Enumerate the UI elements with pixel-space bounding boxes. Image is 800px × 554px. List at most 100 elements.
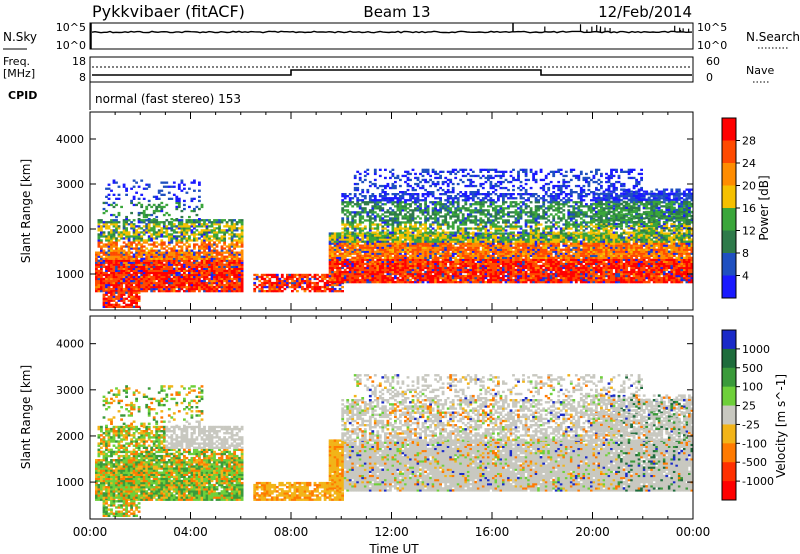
data-cell [577,276,581,280]
data-cell [193,283,196,287]
data-cell [198,255,201,258]
data-cell [107,275,111,279]
data-cell [439,276,442,280]
data-cell [127,265,131,268]
data-cell [208,255,211,258]
data-cell [95,271,98,275]
data-cell [225,281,229,285]
data-cell [260,290,264,293]
data-cell [110,223,113,226]
data-cell [512,266,515,270]
data-cell [381,240,385,243]
data-cell [147,237,151,240]
data-cell [172,219,176,222]
data-cell [497,250,500,253]
data-cell [391,270,395,274]
data-cell [137,279,141,283]
data-cell [280,283,284,287]
data-cell [597,262,601,266]
data-cell [456,268,460,272]
data-cell [547,256,551,259]
data-cell [341,264,344,268]
data-cell [115,301,118,304]
data-cell [326,283,329,287]
data-cell [210,261,214,264]
data-cell [97,229,101,232]
data-cell [426,260,430,263]
data-cell [188,259,191,262]
data-cell [112,251,116,254]
data-cell [537,266,540,270]
data-cell [366,270,370,274]
data-cell [228,245,231,248]
data-cell [97,261,101,264]
data-cell [185,269,189,272]
data-cell [562,278,566,282]
data-cell [177,231,181,234]
data-cell [100,227,103,230]
data-cell [122,227,126,230]
data-cell [228,233,231,236]
data-cell [235,261,239,264]
data-cell [569,272,573,276]
data-cell [464,258,468,261]
data-cell [600,274,603,278]
data-cell [331,281,334,284]
data-cell [112,275,116,279]
data-cell [208,219,211,222]
data-cell [409,248,412,251]
data-cell [409,242,412,245]
data-cell [544,258,548,261]
data-cell [205,275,209,279]
data-cell [424,258,427,261]
data-cell [579,278,583,282]
data-cell [223,231,226,234]
data-cell [160,227,164,230]
data-cell [474,266,478,270]
data-cell [270,281,274,285]
data-cell [190,233,194,236]
data-cell [414,270,417,274]
data-cell [150,257,154,260]
data-cell [172,185,176,188]
data-cell [592,248,596,251]
data-cell [215,249,219,252]
data-cell [145,263,149,266]
data-cell [389,270,392,274]
data-cell [198,221,201,224]
data-cell [105,297,108,300]
data-cell [228,263,231,266]
data-cell [351,242,355,245]
data-cell [218,263,221,266]
data-cell [165,263,169,266]
data-cell [497,262,500,266]
data-cell [595,256,598,259]
data-cell [105,255,108,258]
data-cell [97,273,101,277]
data-cell [95,279,98,283]
data-cell [127,269,131,272]
data-cell [125,297,128,300]
data-cell [481,238,485,241]
data-cell [120,271,123,275]
data-cell [233,251,236,254]
data-cell [386,256,390,259]
data-cell [137,285,141,289]
data-cell [610,256,613,259]
data-cell [190,199,194,203]
data-cell [167,213,171,217]
data-cell [228,261,231,264]
data-cell [466,272,470,276]
data-cell [188,281,191,285]
data-cell [137,227,141,230]
data-cell [188,257,191,260]
data-cell [162,281,166,285]
data-cell [351,262,355,266]
data-cell [471,281,475,284]
data-cell [120,261,123,264]
data-cell [105,305,108,308]
data-cell [499,258,503,261]
data-cell [542,242,546,245]
data-cell [592,256,596,259]
data-cell [562,234,566,237]
